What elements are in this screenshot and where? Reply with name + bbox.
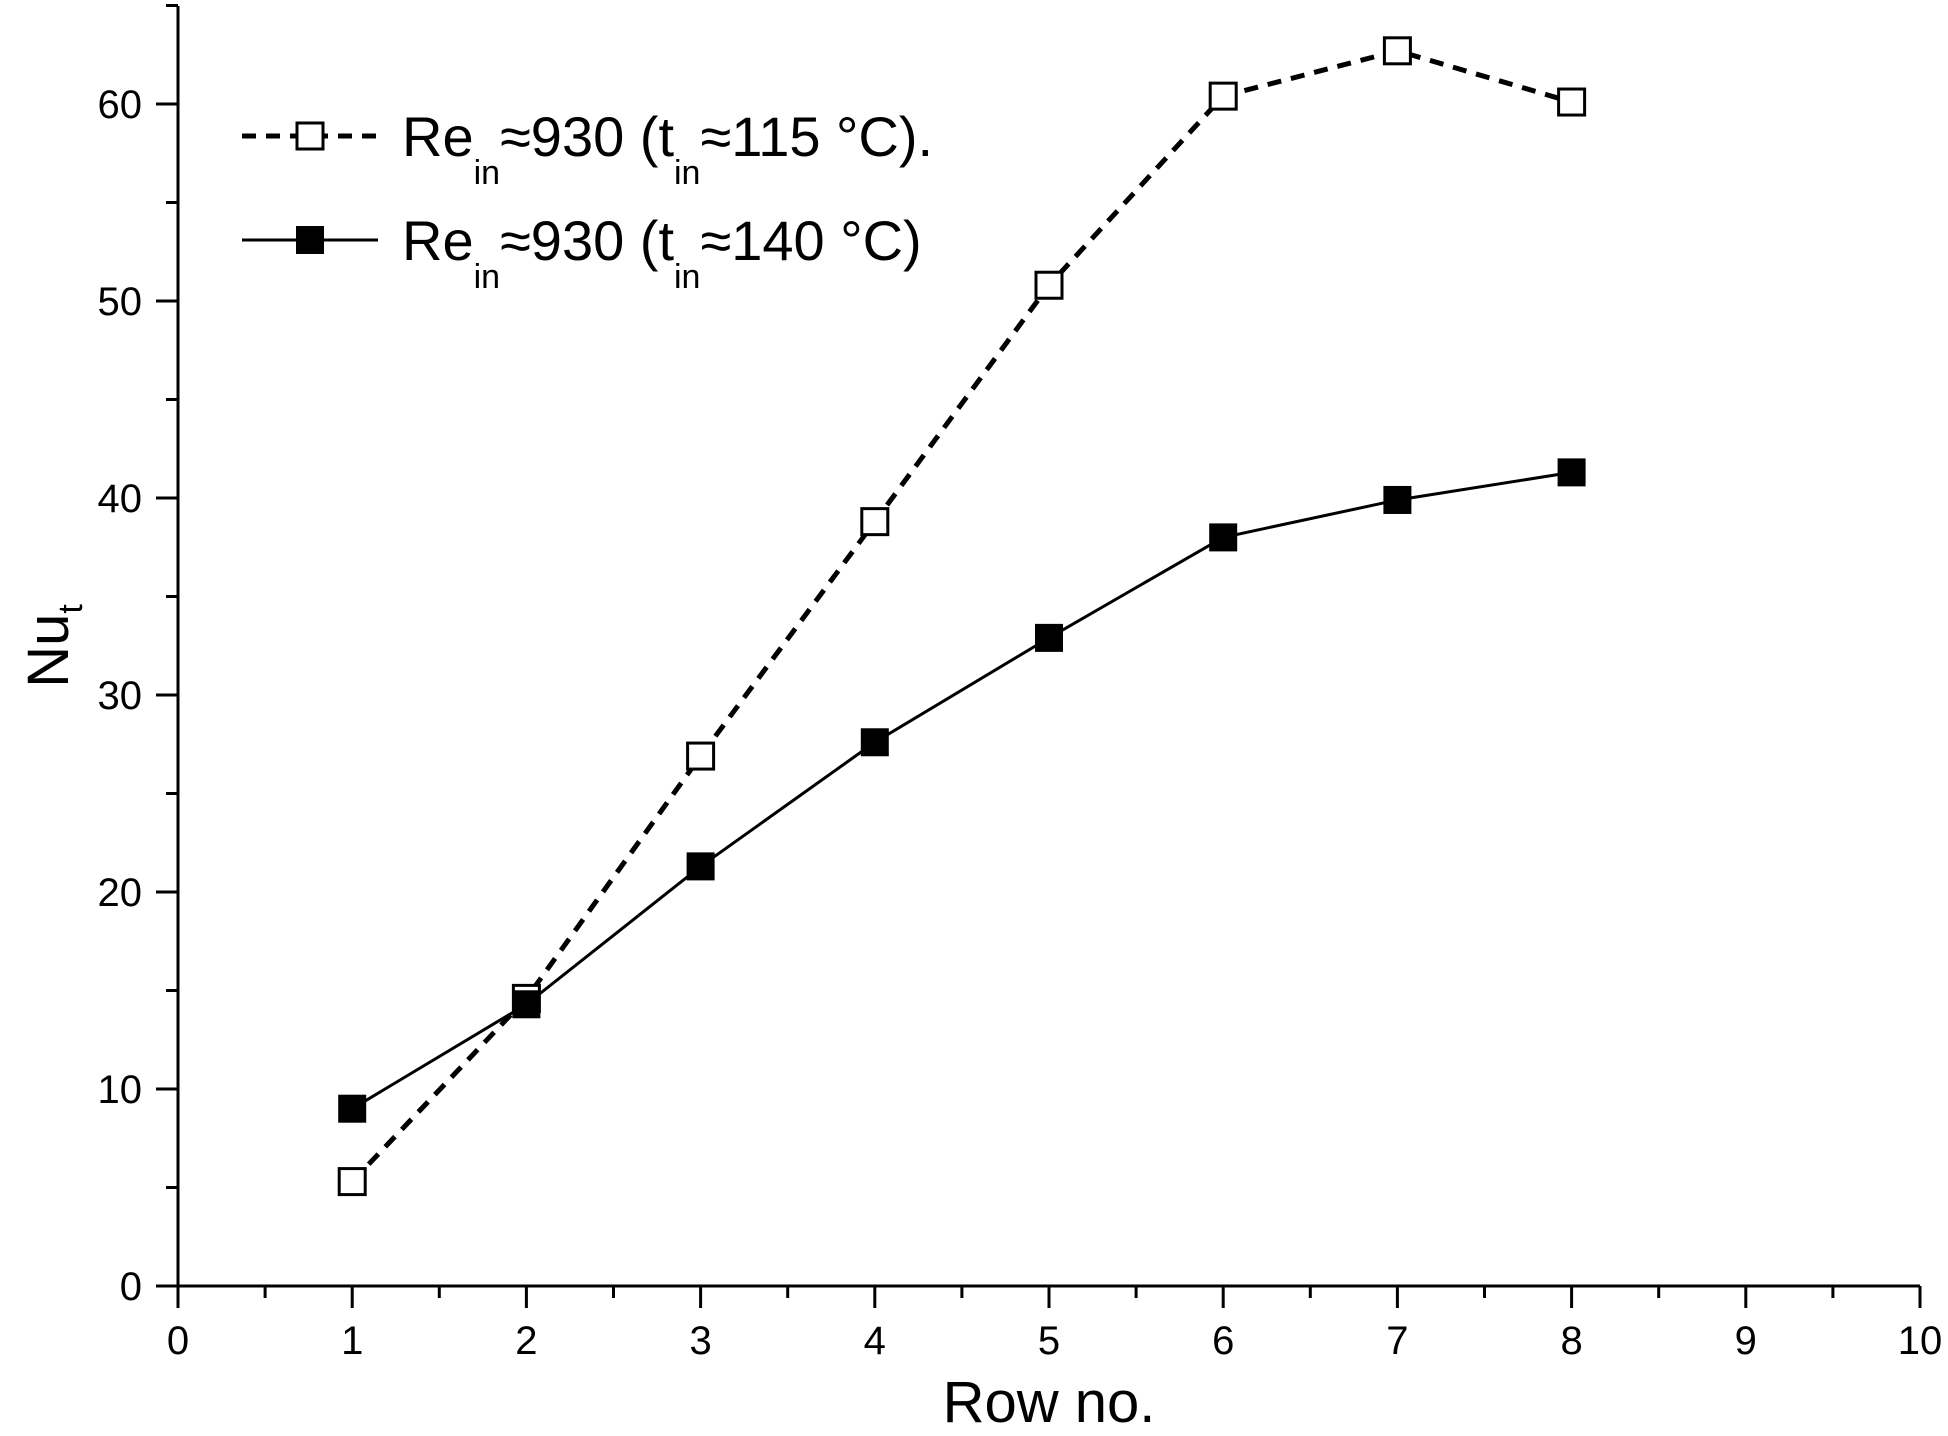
series-2-point — [860, 728, 889, 757]
series-1-point — [1208, 81, 1238, 111]
x-tick-label: 0 — [167, 1319, 189, 1363]
x-tick-label: 6 — [1212, 1319, 1234, 1363]
x-tick-label: 5 — [1038, 1319, 1060, 1363]
y-tick-label: 50 — [98, 280, 143, 324]
x-tick-label: 9 — [1735, 1319, 1757, 1363]
x-tick-label: 1 — [341, 1319, 363, 1363]
x-tick-label: 2 — [515, 1319, 537, 1363]
y-tick-label: 40 — [98, 477, 143, 521]
series-1-line — [350, 48, 1573, 1184]
x-tick-label: 10 — [1898, 1319, 1943, 1363]
x-tick-label: 3 — [689, 1319, 711, 1363]
y-tick-label: 0 — [120, 1265, 142, 1309]
x-tick-label: 4 — [864, 1319, 886, 1363]
series-1-point — [337, 1167, 367, 1197]
y-tick-label: 10 — [98, 1068, 143, 1112]
series-2-point — [1383, 485, 1412, 514]
series-1-point — [1382, 36, 1412, 66]
series-2-point — [686, 852, 715, 881]
y-tick-label: 30 — [98, 674, 143, 718]
legend: Rein≈930 (tin≈115 °C). Rein≈930 (tin≈140 … — [242, 105, 933, 296]
legend-label: Rein≈930 (tin≈140 °C) — [402, 209, 922, 296]
series-2-point — [1557, 458, 1586, 487]
series-2-point — [1209, 523, 1238, 552]
legend-label: Rein≈930 (tin≈115 °C). — [402, 105, 933, 192]
y-tick-label: 60 — [98, 83, 143, 127]
series-layer — [337, 36, 1587, 1197]
legend-entry-1: Rein≈930 (tin≈115 °C). — [242, 105, 933, 192]
series-2-line — [351, 470, 1572, 1110]
series-1-point — [686, 741, 716, 771]
series-2 — [338, 458, 1586, 1123]
x-tick-label: 7 — [1386, 1319, 1408, 1363]
legend-marker — [296, 226, 324, 254]
axes: 0 1 2 3 4 5 6 7 8 9 10 0 10 20 30 40 50 60 — [98, 4, 1943, 1363]
y-axis-title: Nut — [16, 604, 90, 688]
series-2-point — [512, 990, 541, 1019]
series-2-point — [1035, 623, 1063, 652]
y-axis-title-main: Nu — [16, 614, 81, 688]
x-axis-title: Row no. — [943, 1370, 1156, 1435]
legend-entry-2: Rein≈930 (tin≈140 °C) — [242, 209, 922, 296]
series-1-point — [1557, 87, 1587, 117]
y-tick-label: 20 — [98, 871, 143, 915]
legend-marker — [295, 121, 325, 151]
series-2-point — [338, 1094, 367, 1123]
series-1-point — [860, 507, 890, 537]
x-tick-label: 8 — [1560, 1319, 1582, 1363]
y-axis-title-sub: t — [52, 604, 90, 614]
series-1-point — [1034, 270, 1064, 300]
